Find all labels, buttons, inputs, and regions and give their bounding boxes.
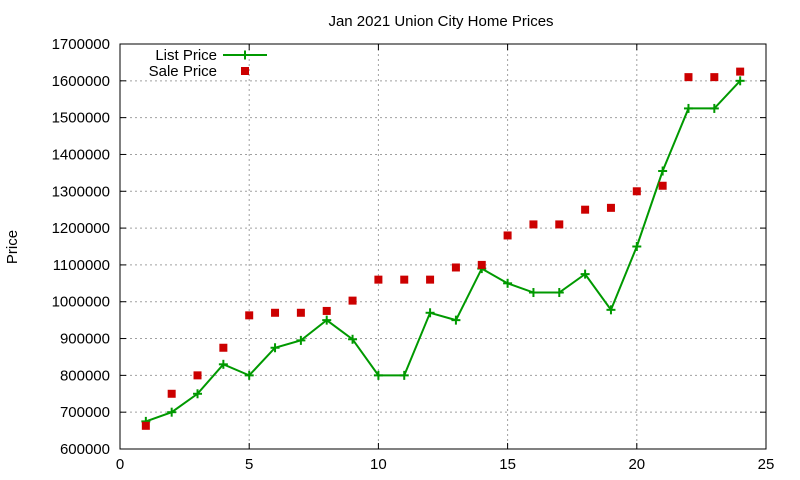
tick-labels: 0 5 10 15 20 25 600000 700000 800000 900000 100000…	[52, 36, 775, 473]
list-price-point	[244, 370, 254, 380]
grid-lines	[120, 44, 766, 449]
sale-price-point	[736, 67, 745, 76]
sale-price-point	[296, 308, 305, 317]
x-tick-label: 5	[245, 456, 253, 473]
sale-price-point	[322, 306, 331, 315]
sale-price-point	[271, 308, 280, 317]
list-price-point	[322, 315, 332, 325]
x-tick-label: 10	[370, 456, 387, 473]
list-price-point	[348, 334, 358, 344]
legend-swatch-marker	[240, 50, 250, 60]
list-price-point	[503, 278, 513, 288]
plot-frame	[119, 43, 767, 450]
sale-price-point	[167, 389, 176, 398]
list-price-point	[658, 166, 668, 176]
list-price-point	[218, 359, 228, 369]
sale-price-point	[529, 220, 538, 229]
list-price-point	[399, 370, 409, 380]
x-tick-label: 15	[499, 456, 516, 473]
sale-price-point	[581, 205, 590, 214]
list-price-point	[193, 389, 203, 399]
legend-label: List Price	[155, 47, 217, 64]
x-tick-label: 0	[116, 456, 124, 473]
sale-price-point	[219, 343, 228, 352]
chart-title: Jan 2021 Union City Home Prices	[328, 13, 553, 30]
y-tick-label: 1600000	[52, 73, 110, 90]
list-price-point	[554, 288, 564, 298]
y-tick-label: 1400000	[52, 146, 110, 163]
series-list-price	[141, 76, 745, 426]
sale-price-point	[606, 203, 615, 212]
sale-price-point	[658, 181, 667, 190]
y-tick-label: 700000	[60, 404, 110, 421]
x-tick-label: 20	[628, 456, 645, 473]
sale-price-point	[193, 371, 202, 380]
sale-price-point	[374, 275, 383, 284]
sale-price-point	[348, 296, 357, 305]
list-price-point	[373, 370, 383, 380]
y-tick-label: 1000000	[52, 294, 110, 311]
list-price-point	[735, 76, 745, 86]
list-price-point	[425, 308, 435, 318]
list-price-point	[528, 288, 538, 298]
sale-price-point	[477, 260, 486, 269]
list-price-point	[451, 315, 461, 325]
sale-price-point	[684, 73, 693, 82]
axis-ticks	[119, 43, 767, 450]
y-tick-label: 1500000	[52, 110, 110, 127]
y-tick-label: 1100000	[53, 257, 110, 274]
sale-price-point	[426, 275, 435, 284]
sale-price-point	[400, 275, 409, 284]
sale-price-point	[141, 421, 150, 430]
list-price-point	[606, 305, 616, 315]
list-price-point	[270, 343, 280, 353]
sale-price-point	[710, 73, 719, 82]
y-axis-title: Price	[4, 230, 21, 264]
series-layer	[141, 67, 745, 430]
y-tick-label: 800000	[60, 367, 110, 384]
y-tick-label: 900000	[60, 331, 110, 348]
sale-price-point	[632, 187, 641, 196]
series-sale-price	[141, 67, 745, 430]
sale-price-point	[555, 220, 564, 229]
list-price-point	[632, 242, 642, 251]
legend-label: Sale Price	[149, 63, 217, 80]
list-price-point	[580, 269, 590, 279]
x-tick-label: 25	[758, 456, 775, 473]
list-price-line	[145, 80, 741, 423]
list-price-point	[296, 335, 306, 345]
y-tick-label: 1200000	[52, 220, 110, 237]
list-price-point	[709, 103, 719, 113]
y-tick-label: 1700000	[52, 36, 110, 53]
sale-price-point	[451, 263, 460, 272]
list-price-point	[167, 407, 177, 417]
y-tick-label: 600000	[60, 441, 110, 458]
y-tick-label: 1300000	[52, 183, 110, 200]
sale-price-point	[245, 311, 254, 320]
legend-swatch-marker	[241, 67, 249, 75]
list-price-point	[683, 103, 693, 113]
sale-price-point	[503, 231, 512, 240]
